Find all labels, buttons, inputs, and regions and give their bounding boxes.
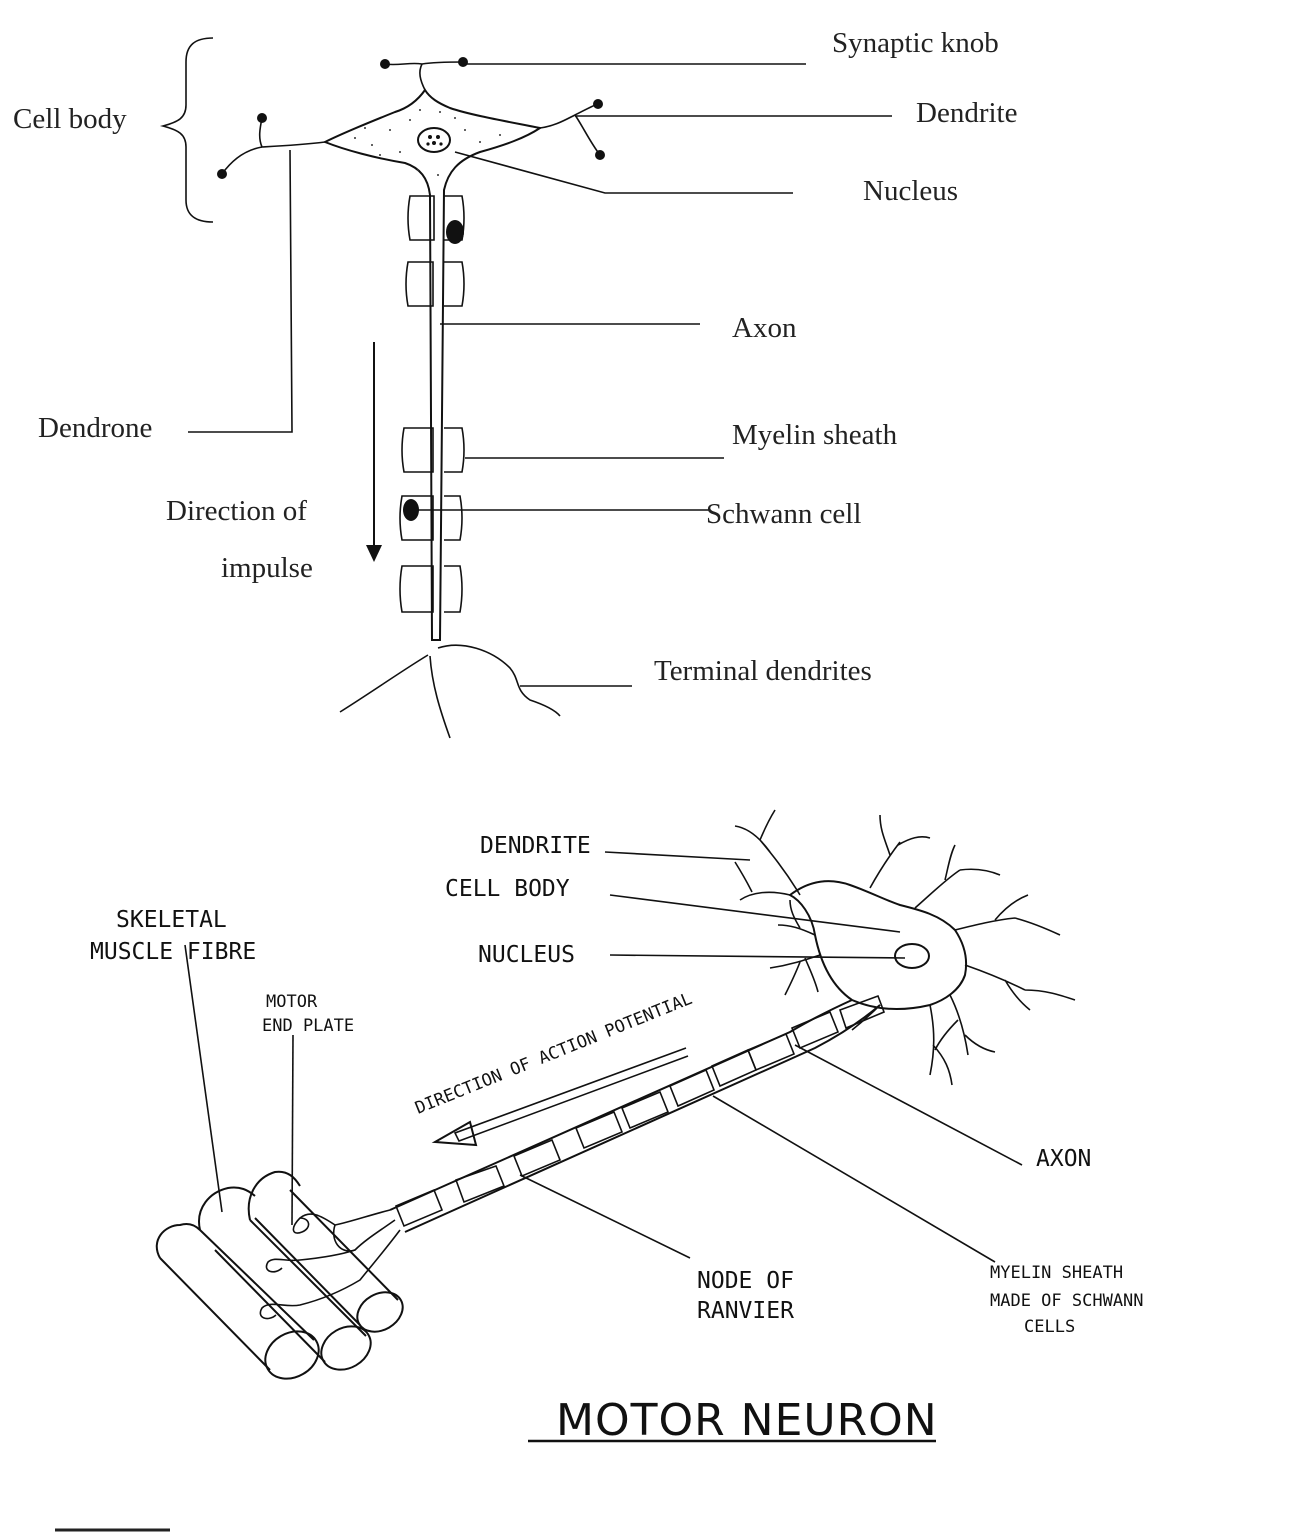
label-node-line2: RANVIER: [697, 1298, 794, 1324]
motor-dendrites: [734, 809, 1076, 1086]
motor-nucleus-shape: [894, 943, 930, 969]
label-terminal-dendrites: Terminal dendrites: [654, 655, 872, 687]
label-direction-line2: impulse: [221, 552, 313, 584]
label-skeletal-line2: MUSCLE FIBRE: [90, 939, 256, 965]
motor-neuron-title: MOTOR NEURON: [556, 1395, 938, 1446]
schwann-cell-nucleus: [403, 499, 419, 521]
label-dendrone: Dendrone: [38, 412, 152, 444]
top-neuron-diagram: Synaptic knob Dendrite Nucleus Cell body…: [13, 27, 1017, 739]
motor-cell-body-shape: [788, 880, 968, 1011]
schwann-cell-nucleus: [446, 220, 464, 244]
label-direction-line1: Direction of: [166, 495, 307, 527]
label-myelin-sheath: Myelin sheath: [732, 419, 898, 451]
nucleus-shape: [417, 127, 451, 153]
cell-body-brace: [159, 37, 214, 223]
synaptic-knob-dot: [380, 59, 390, 69]
cell-body-speckles: [354, 109, 501, 176]
motor-end-plates: [259, 1209, 401, 1320]
label-myelin-line2: MADE OF SCHWANN: [990, 1291, 1144, 1311]
label-motor-dendrite: DENDRITE: [480, 833, 591, 859]
label-motor-cell-body: CELL BODY: [445, 876, 570, 902]
label-direction-action-potential: DIRECTION OF ACTION POTENTIAL: [412, 989, 695, 1119]
myelin-sheath-segments: [399, 195, 465, 613]
label-motor-line2: END PLATE: [262, 1016, 354, 1036]
direction-arrow: [431, 1047, 689, 1147]
motor-leader-lines: [184, 851, 1023, 1263]
label-synaptic-knob: Synaptic knob: [832, 27, 999, 59]
label-node-line1: NODE OF: [697, 1268, 794, 1294]
label-axon: Axon: [732, 312, 797, 344]
label-motor-axon: AXON: [1036, 1146, 1091, 1172]
label-dendrite: Dendrite: [916, 97, 1017, 129]
motor-axon: [389, 994, 886, 1233]
label-nucleus: Nucleus: [863, 175, 958, 207]
label-myelin-line3: CELLS: [1024, 1317, 1075, 1337]
synaptic-knob-dot: [458, 57, 468, 67]
label-schwann-cell: Schwann cell: [706, 498, 861, 530]
label-skeletal-line1: SKELETAL: [116, 907, 227, 933]
label-motor-line1: MOTOR: [266, 992, 318, 1012]
label-motor-nucleus: NUCLEUS: [478, 942, 575, 968]
skeletal-muscle-fibres: [155, 1170, 404, 1380]
label-myelin-line1: MYELIN SHEATH: [990, 1263, 1123, 1283]
cell-body-shape: [322, 88, 543, 641]
label-cell-body: Cell body: [13, 103, 127, 135]
bottom-motor-neuron-diagram: DENDRITE CELL BODY NUCLEUS SKELETAL MUSC…: [55, 809, 1144, 1532]
